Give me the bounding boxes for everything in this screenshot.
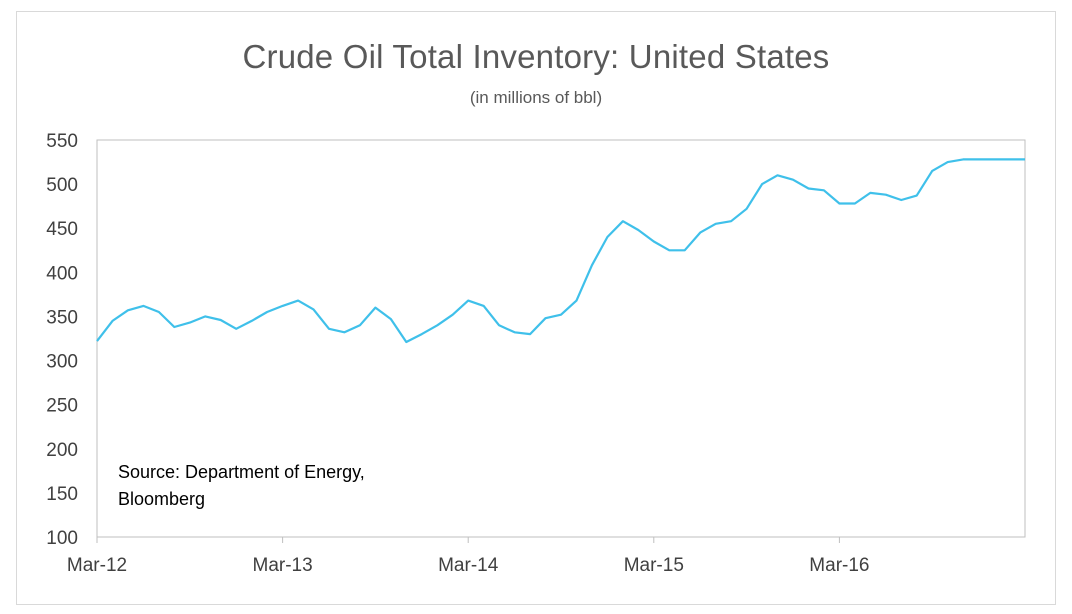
y-tick-label: 450 (46, 219, 78, 240)
chart-subtitle: (in millions of bbl) (469, 88, 603, 107)
x-tick-label: Mar-12 (67, 555, 127, 576)
y-tick-label: 350 (46, 307, 78, 328)
y-tick-label: 400 (46, 263, 78, 284)
series-line (96, 158, 1025, 344)
plot-area-border (96, 139, 1026, 538)
x-axis: Mar-12 Mar-13 Mar-14 Mar-15 Mar-16 (67, 537, 869, 576)
y-axis: 100 150 200 250 300 350 400 450 500 550 (46, 131, 78, 549)
x-tick-label: Mar-14 (438, 555, 499, 576)
chart-title: Crude Oil Total Inventory: United States (242, 38, 830, 75)
y-tick-label: 500 (46, 175, 78, 196)
source-line-1: Source: Department of Energy, (118, 462, 365, 482)
y-tick-label: 250 (46, 396, 78, 417)
source-note: Source: Department of Energy, Bloomberg (118, 459, 438, 513)
y-tick-label: 200 (46, 440, 78, 461)
y-tick-label: 550 (46, 131, 78, 152)
source-line-2: Bloomberg (118, 489, 206, 509)
y-tick-label: 150 (46, 484, 78, 505)
chart-frame (16, 11, 1056, 605)
y-tick-label: 300 (46, 352, 78, 373)
x-tick-label: Mar-13 (253, 555, 313, 576)
y-tick-label: 100 (46, 528, 78, 549)
x-tick-label: Mar-15 (624, 555, 684, 576)
x-tick-label: Mar-16 (809, 555, 869, 576)
